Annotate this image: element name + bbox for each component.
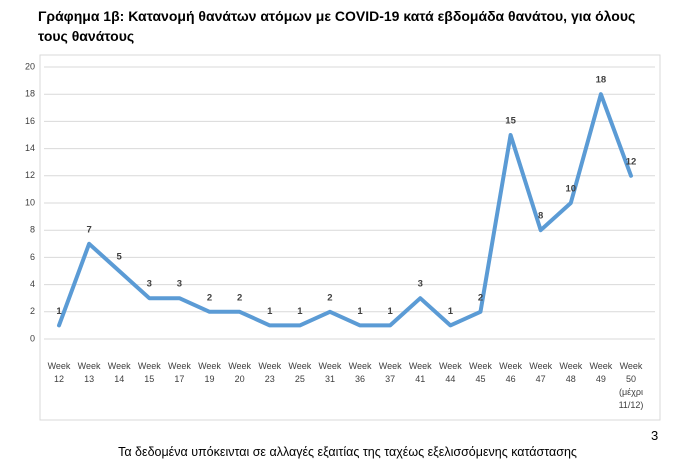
x-tick-label: Week 17 <box>168 361 191 384</box>
footer: Τα δεδομένα υπόκεινται σε αλλαγές εξαιτί… <box>118 445 577 459</box>
x-tick-label: Week 46 <box>499 361 522 384</box>
data-label: 1 <box>56 306 62 317</box>
y-tick-label: 14 <box>25 143 35 153</box>
x-tick-label: Week 23 <box>258 361 281 384</box>
x-tick-label: Week 36 <box>349 361 372 384</box>
data-label: 2 <box>327 292 332 303</box>
y-tick-label: 0 <box>30 333 35 343</box>
data-label: 2 <box>478 292 483 303</box>
x-tick-label: Week 44 <box>439 361 462 384</box>
y-tick-label: 12 <box>25 170 35 180</box>
y-tick-label: 10 <box>25 197 35 207</box>
x-tick-label: Week 12 <box>48 361 71 384</box>
x-tick-label: Week 25 <box>288 361 311 384</box>
data-label: 1 <box>267 306 273 317</box>
data-label: 1 <box>388 306 394 317</box>
data-label: 5 <box>117 252 123 263</box>
data-label: 7 <box>86 224 91 235</box>
data-label: 2 <box>207 292 212 303</box>
x-tick-label: Week 20 <box>228 361 251 384</box>
data-label: 10 <box>566 184 577 195</box>
x-tick-label: Week 47 <box>529 361 552 384</box>
x-tick-label: Week 50 (μέχρι 11/12) <box>619 361 644 410</box>
x-tick-label: Week 14 <box>108 361 131 384</box>
x-tick-label: Week 19 <box>198 361 221 384</box>
y-tick-label: 6 <box>30 252 35 262</box>
y-tick-label: 2 <box>30 306 35 316</box>
data-line <box>57 92 633 328</box>
x-tick-label: Week 37 <box>379 361 402 384</box>
data-label: 12 <box>626 156 637 167</box>
x-tick-label: Week 48 <box>559 361 582 384</box>
data-label: 3 <box>418 279 423 290</box>
y-tick-label: 18 <box>25 89 35 99</box>
data-label: 8 <box>538 211 543 222</box>
data-label: 1 <box>297 306 303 317</box>
y-tick-label: 8 <box>30 225 35 235</box>
x-tick-label: Week 41 <box>409 361 432 384</box>
data-label: 2 <box>237 292 242 303</box>
x-tick-label: Week 45 <box>469 361 492 384</box>
y-tick-label: 16 <box>25 116 35 126</box>
data-label: 18 <box>596 75 607 86</box>
x-tick-label: Week 31 <box>319 361 342 384</box>
page-number: 3 <box>651 428 659 443</box>
data-label: 3 <box>177 279 182 290</box>
data-label: 1 <box>357 306 363 317</box>
chart-frame <box>39 54 661 421</box>
x-tick-label: Week 15 <box>138 361 161 384</box>
x-tick-label: Week 49 <box>589 361 612 384</box>
x-tick-label: Week 13 <box>78 361 101 384</box>
data-label: 3 <box>147 279 152 290</box>
data-label: 15 <box>505 116 516 127</box>
y-tick-label: 20 <box>25 61 35 71</box>
data-label: 1 <box>448 306 454 317</box>
y-tick-label: 4 <box>30 279 35 289</box>
chart-title: Γράφημα 1β: Κατανομή θανάτων ατόμων με C… <box>38 8 636 44</box>
